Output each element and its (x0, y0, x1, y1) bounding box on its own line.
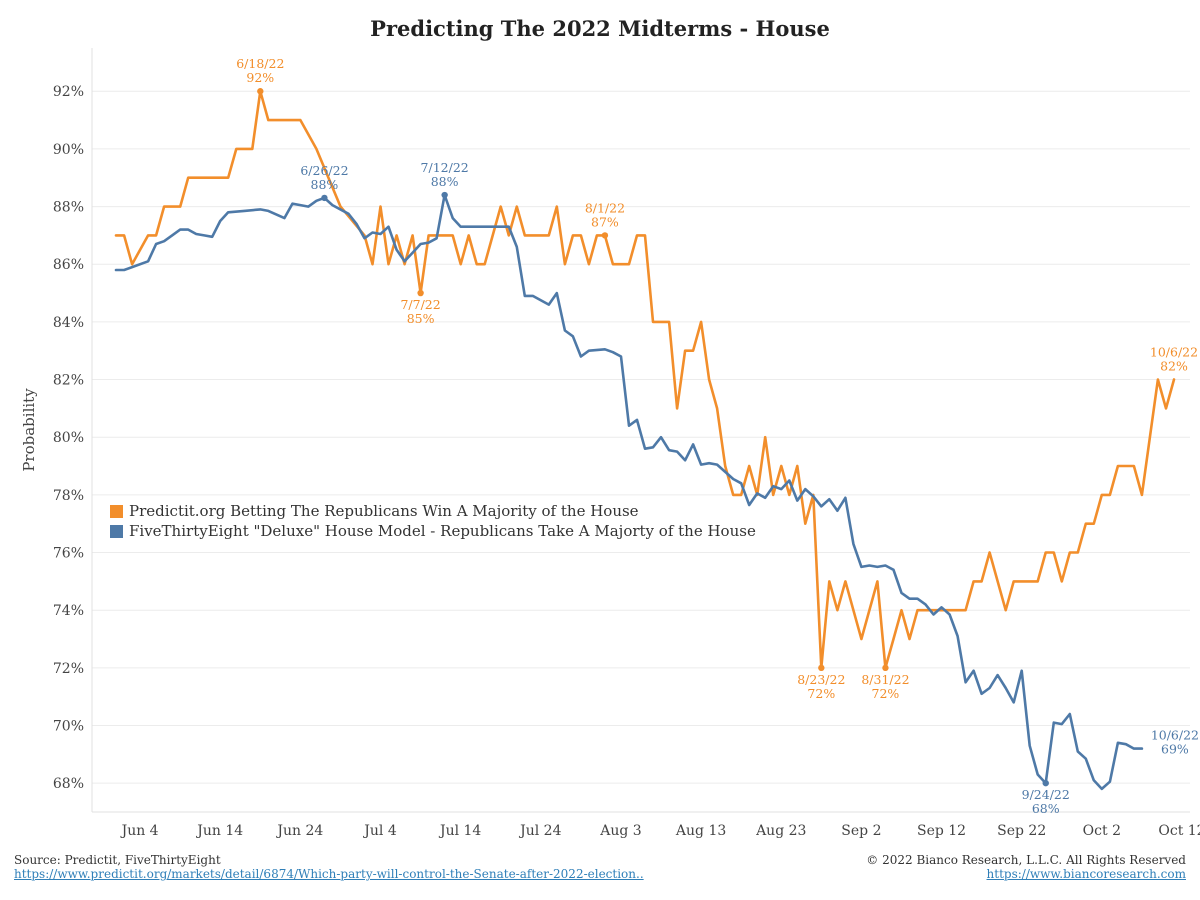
annotation-marker (441, 191, 448, 199)
x-tick-label: Sep 22 (997, 823, 1046, 839)
y-tick-label: 86% (53, 257, 84, 273)
annotation-date: 7/7/22 (400, 297, 440, 312)
annotation-date: 7/12/22 (421, 160, 469, 175)
annotation-marker (257, 88, 264, 95)
legend-item-fivethirtyeight[interactable]: FiveThirtyEight "Deluxe" House Model - R… (110, 521, 756, 541)
y-tick-label: 80% (53, 430, 84, 446)
x-tick-label: Oct 12 (1158, 823, 1200, 839)
axis-layer: 68% 70% 72% 74% 76% 78% 80% 82% 84% 86% 88% 90% 92% J… (53, 48, 1200, 839)
annotation-date: 6/18/22 (236, 56, 284, 71)
y-tick-label: 78% (53, 488, 84, 504)
footer-copyright: © 2022 Bianco Research, L.L.C. All Right… (866, 853, 1186, 881)
series-line-predictit (114, 89, 1176, 670)
x-tick-label: Sep 12 (917, 823, 966, 839)
annotation-date: 6/26/22 (300, 163, 348, 178)
x-tick-label: Jul 4 (362, 823, 397, 839)
annotation-marker (1042, 779, 1049, 787)
annotation-value: 85% (407, 311, 435, 326)
x-tick-label: Aug 23 (755, 823, 806, 839)
legend-label-fivethirtyeight: FiveThirtyEight "Deluxe" House Model - R… (129, 522, 756, 540)
annotation-value: 87% (591, 214, 619, 229)
y-tick-label: 70% (53, 719, 84, 735)
annotation-date: 8/1/22 (585, 200, 625, 215)
legend-swatch-predictit (110, 504, 123, 518)
grid-layer (92, 90, 1190, 784)
annotation-date: 10/6/22 (1151, 728, 1199, 743)
x-tick-label: Jun 24 (275, 823, 323, 839)
y-tick-label: 74% (53, 603, 84, 619)
y-tick-label: 68% (53, 776, 84, 792)
annotation-marker (601, 232, 609, 239)
y-tick-label: 84% (53, 315, 84, 331)
x-tick-label: Jun 4 (120, 823, 159, 839)
annotation-value: 88% (431, 174, 459, 189)
footer-source: Source: Predictit, FiveThirtyEight https… (14, 853, 644, 881)
annotation-layer: 6/18/2292%6/26/2288%7/12/2288%7/7/2285%8… (236, 56, 1199, 816)
annotation-value: 69% (1161, 742, 1189, 757)
annotation-marker (417, 289, 424, 297)
y-tick-label: 76% (53, 546, 84, 562)
legend-item-predictit[interactable]: Predictit.org Betting The Republicans Wi… (110, 501, 756, 521)
annotation-date: 9/24/22 (1022, 787, 1070, 802)
annotation-value: 72% (807, 686, 835, 701)
annotation-value: 68% (1032, 801, 1060, 816)
annotation-date: 8/31/22 (861, 672, 909, 687)
annotation-marker (321, 194, 328, 202)
legend-label-predictit: Predictit.org Betting The Republicans Wi… (129, 502, 639, 520)
source-text: Source: Predictit, FiveThirtyEight (14, 853, 221, 867)
source-link[interactable]: https://www.predictit.org/markets/detail… (14, 867, 644, 881)
legend: Predictit.org Betting The Republicans Wi… (110, 501, 756, 541)
annotation-value: 72% (872, 686, 900, 701)
copyright-text: © 2022 Bianco Research, L.L.C. All Right… (866, 853, 1186, 867)
annotation-marker (882, 664, 889, 672)
y-tick-label: 88% (53, 200, 84, 216)
series-layer (114, 89, 1176, 791)
legend-swatch-fivethirtyeight (110, 524, 123, 538)
y-tick-label: 72% (53, 661, 84, 677)
site-link[interactable]: https://www.biancoresearch.com (986, 867, 1186, 881)
annotation-date: 10/6/22 (1150, 345, 1198, 360)
y-tick-label: 92% (53, 84, 84, 100)
annotation-marker (818, 664, 825, 672)
y-tick-label: 90% (53, 142, 84, 158)
annotation-value: 82% (1160, 359, 1188, 374)
annotation-value: 92% (246, 70, 274, 85)
y-axis-label: Probability (20, 388, 38, 472)
chart-title: Predicting The 2022 Midterms - House (370, 16, 830, 41)
annotation-date: 8/23/22 (797, 672, 845, 687)
x-tick-label: Aug 3 (599, 823, 641, 839)
series-line-fivethirtyeight (114, 193, 1144, 791)
annotation-value: 88% (311, 177, 339, 192)
x-tick-label: Jun 14 (195, 823, 243, 839)
x-tick-label: Jul 24 (518, 823, 561, 839)
x-tick-label: Jul 14 (438, 823, 481, 839)
x-tick-label: Aug 13 (675, 823, 726, 839)
x-tick-label: Oct 2 (1083, 823, 1121, 839)
x-tick-label: Sep 2 (841, 823, 881, 839)
y-tick-label: 82% (53, 373, 84, 389)
